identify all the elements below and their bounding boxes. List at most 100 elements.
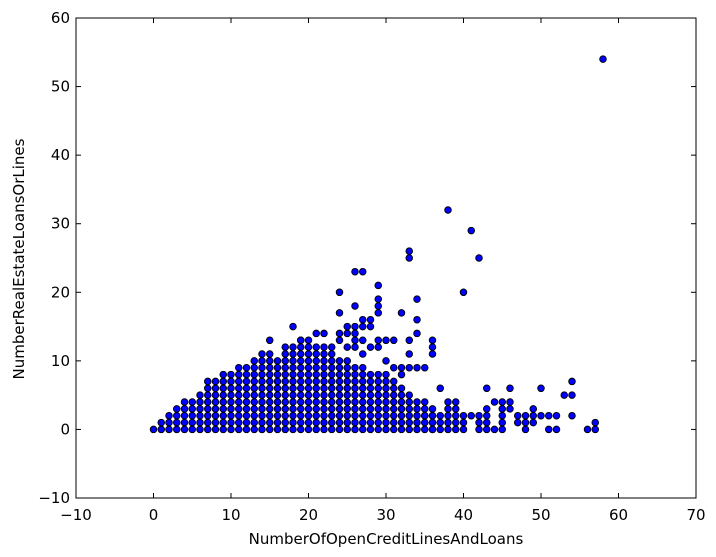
data-point (351, 418, 359, 427)
data-point (436, 418, 445, 427)
data-point (328, 384, 336, 393)
data-point (390, 425, 398, 434)
data-point (413, 411, 421, 420)
data-point (250, 377, 258, 386)
data-point (568, 377, 576, 386)
data-point (452, 425, 460, 434)
data-point (351, 398, 359, 406)
data-point (483, 418, 491, 427)
data-point (312, 377, 321, 386)
data-point (297, 343, 305, 351)
data-point (165, 411, 173, 420)
data-point (591, 418, 600, 427)
data-point (273, 425, 282, 434)
y-tick-label: 0 (60, 420, 70, 438)
data-point (328, 377, 336, 386)
data-point (227, 370, 235, 379)
data-point (483, 384, 491, 393)
data-point (405, 391, 414, 399)
data-point (452, 398, 460, 406)
data-point (281, 411, 290, 420)
data-point (281, 398, 290, 406)
data-point (382, 384, 390, 393)
data-point (328, 363, 336, 372)
data-point (374, 391, 383, 399)
data-point (529, 418, 538, 427)
data-point (405, 411, 414, 420)
data-point (242, 418, 251, 427)
data-point (320, 343, 328, 351)
data-point (382, 411, 390, 420)
data-point (250, 405, 258, 413)
data-point (180, 411, 189, 420)
data-point (343, 425, 352, 434)
data-point (428, 411, 437, 420)
data-point (498, 411, 507, 420)
data-point (343, 398, 352, 406)
data-point (335, 391, 344, 399)
data-point (320, 350, 328, 358)
data-point (258, 405, 266, 413)
data-point (320, 391, 328, 399)
data-point (351, 302, 359, 310)
data-point (258, 391, 266, 399)
data-point (475, 254, 483, 262)
data-point (397, 405, 406, 413)
data-point (188, 398, 196, 406)
data-point (289, 322, 297, 331)
data-point (359, 398, 367, 406)
data-point (405, 350, 414, 358)
data-point (172, 411, 181, 420)
data-point (366, 405, 375, 413)
data-point (320, 377, 328, 386)
data-point (289, 425, 297, 434)
data-point (335, 398, 344, 406)
data-point (289, 363, 297, 372)
data-point (359, 267, 367, 276)
data-point (188, 411, 196, 420)
data-point (452, 411, 460, 420)
data-point (234, 418, 243, 427)
data-point (374, 302, 383, 310)
data-point (351, 377, 359, 386)
data-point (180, 425, 189, 434)
data-point (428, 350, 437, 358)
data-point (335, 411, 344, 420)
data-point (599, 55, 607, 63)
data-point (273, 405, 282, 413)
data-point (351, 322, 359, 331)
data-point (390, 411, 398, 420)
data-point (444, 425, 452, 434)
data-point (304, 377, 313, 386)
data-point (382, 370, 390, 379)
data-point (366, 315, 375, 324)
data-point (382, 391, 390, 399)
data-point (421, 405, 429, 413)
data-point (211, 411, 220, 420)
data-point (219, 370, 227, 379)
data-point (405, 336, 414, 345)
data-point (343, 377, 352, 386)
data-point (351, 370, 359, 379)
data-point (289, 377, 297, 386)
data-point (219, 411, 227, 420)
data-point (444, 411, 452, 420)
data-point (498, 425, 507, 434)
data-point (351, 336, 359, 345)
y-axis-label: NumberRealEstateLoansOrLines (10, 138, 28, 379)
data-point (390, 336, 398, 345)
data-point (203, 418, 212, 427)
data-point (413, 398, 421, 406)
data-point (452, 418, 460, 427)
data-point (382, 418, 390, 427)
data-point (289, 418, 297, 427)
data-point (328, 398, 336, 406)
data-point (444, 418, 452, 427)
data-point (234, 391, 243, 399)
data-point (320, 329, 328, 338)
data-point (165, 418, 173, 427)
data-point (444, 206, 452, 214)
data-point (180, 405, 189, 413)
